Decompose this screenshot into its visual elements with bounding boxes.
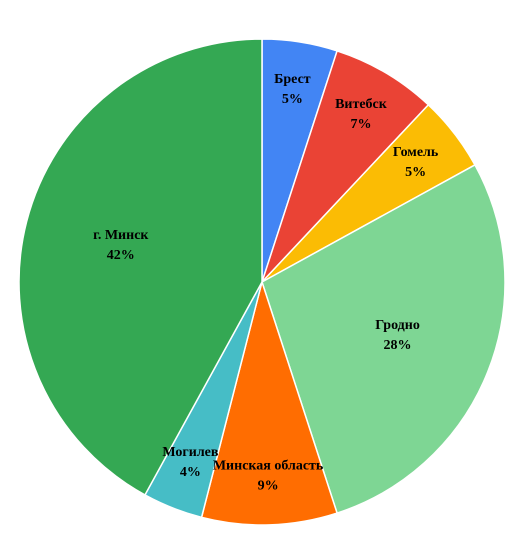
slice-value: 42% xyxy=(107,248,135,263)
slice-value: 7% xyxy=(350,117,371,132)
slice-label: Брест xyxy=(274,72,311,87)
slice-label: Минская область xyxy=(213,459,324,474)
slice-value: 9% xyxy=(258,479,279,494)
pie-slice xyxy=(261,163,506,515)
pie-slice xyxy=(18,38,263,496)
slice-value: 5% xyxy=(405,165,426,180)
slice-value: 28% xyxy=(384,338,412,353)
slice-label: г. Минск xyxy=(93,228,149,243)
slice-label: Витебск xyxy=(335,97,388,112)
pie-slice xyxy=(261,49,430,283)
slice-value: 4% xyxy=(180,465,201,480)
slice-label: Могилев xyxy=(162,445,219,460)
slice-value: 5% xyxy=(282,92,303,107)
slice-label: Гродно xyxy=(375,318,420,333)
slice-label: Гомель xyxy=(393,145,439,160)
pie-slice xyxy=(200,279,339,526)
